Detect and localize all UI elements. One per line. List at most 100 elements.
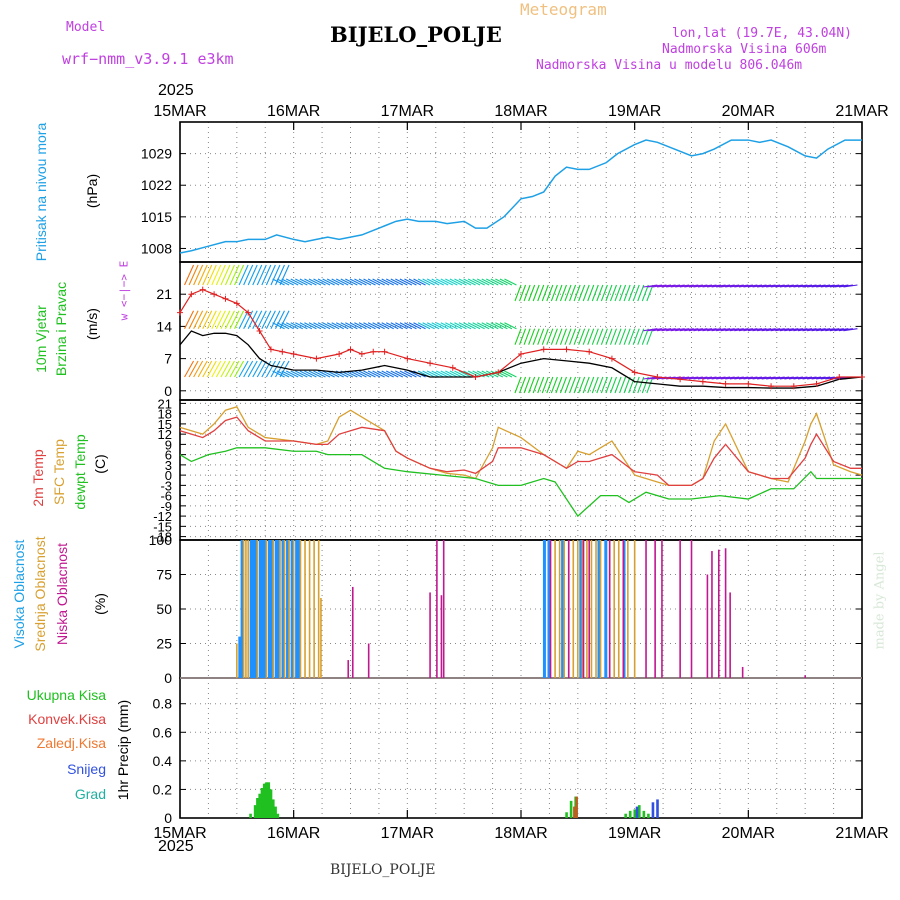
wind-barb bbox=[372, 278, 385, 286]
ytick-label: 0.4 bbox=[153, 753, 173, 769]
wind-barb bbox=[793, 284, 808, 288]
wind-barb bbox=[417, 322, 431, 330]
wind-barb bbox=[313, 370, 326, 378]
cloud-high-bar bbox=[240, 540, 244, 678]
xtick-label-top: 21MAR bbox=[835, 103, 888, 120]
wind-barb bbox=[247, 264, 258, 286]
wind-barb bbox=[308, 278, 322, 286]
wind-barb bbox=[499, 322, 513, 330]
wind-barb bbox=[541, 376, 549, 394]
wind-barb bbox=[532, 376, 540, 394]
ytick-label: 12 bbox=[158, 427, 172, 442]
legend-snow: Snijeg bbox=[67, 761, 106, 777]
wind-barb bbox=[523, 328, 531, 345]
wind-barb bbox=[743, 328, 758, 332]
wind-barb bbox=[514, 284, 522, 302]
wind-barb bbox=[514, 376, 522, 394]
wind-barb bbox=[807, 328, 822, 332]
xtick-label-bottom: 19MAR bbox=[608, 825, 661, 842]
wind-barb bbox=[270, 360, 281, 378]
wind-barb bbox=[802, 284, 817, 288]
wind-barb bbox=[193, 360, 204, 378]
cloud-mid-bar bbox=[313, 540, 315, 678]
wind-barb bbox=[404, 278, 417, 286]
cloud-low-bar bbox=[804, 675, 806, 678]
wind-barb bbox=[793, 376, 808, 380]
cloud-low-bar bbox=[654, 540, 656, 678]
wind-barb bbox=[308, 322, 322, 330]
wind-barb bbox=[802, 376, 817, 380]
wind-barb bbox=[436, 370, 449, 378]
gust-marker bbox=[540, 346, 547, 353]
wind-barb bbox=[390, 278, 404, 286]
wind-barb bbox=[445, 322, 458, 330]
wind-barb bbox=[614, 376, 622, 394]
wind-barb bbox=[523, 376, 531, 394]
wind-barb bbox=[775, 376, 790, 380]
wind-barb bbox=[670, 328, 685, 332]
wind-barb bbox=[197, 310, 208, 329]
wind-barb bbox=[390, 322, 404, 330]
wind-barb bbox=[555, 284, 563, 302]
ytick-label: -15 bbox=[153, 519, 172, 534]
wind-barb bbox=[811, 376, 826, 380]
wind-barb bbox=[281, 278, 294, 286]
wind-barb bbox=[281, 322, 294, 330]
wind-barb bbox=[591, 328, 599, 345]
ytick-label: 0.6 bbox=[153, 724, 173, 740]
cloud-mid-bar bbox=[292, 540, 295, 678]
wind-barb bbox=[600, 376, 608, 394]
wind-barb bbox=[559, 376, 567, 394]
wind-barb bbox=[211, 310, 222, 329]
wind-barb bbox=[322, 370, 335, 378]
wind-barb bbox=[299, 278, 313, 286]
cloud-high-bar bbox=[597, 540, 601, 678]
gust-marker bbox=[518, 351, 524, 357]
temp-2m-line bbox=[179, 416, 862, 487]
wind-barb bbox=[340, 278, 354, 286]
wind-barb bbox=[265, 264, 276, 286]
cloud-low-bar bbox=[741, 666, 744, 678]
wind-barb bbox=[582, 376, 590, 394]
wind-barb bbox=[637, 328, 645, 345]
wind-barb bbox=[725, 284, 740, 288]
cloud-mid-bar bbox=[242, 540, 245, 678]
xtick-label-bottom: 17MAR bbox=[381, 825, 434, 842]
wind-barb bbox=[573, 284, 581, 302]
wind-barb bbox=[632, 284, 640, 302]
legend-total-rain: Ukupna Kisa bbox=[26, 687, 106, 703]
cloud-low-bar bbox=[729, 592, 731, 678]
cloud-low-bar bbox=[608, 540, 611, 678]
wind-barb bbox=[820, 376, 835, 380]
wind-barb bbox=[647, 284, 663, 288]
wind-barb bbox=[528, 328, 536, 345]
ytick-label: 6 bbox=[165, 448, 172, 463]
wind-barb bbox=[697, 376, 713, 380]
wind-barb bbox=[290, 322, 304, 330]
wind-barb bbox=[825, 284, 840, 288]
wind-barb bbox=[275, 360, 285, 378]
gust-marker bbox=[699, 378, 706, 385]
wind-barb bbox=[247, 360, 258, 378]
wind-barb bbox=[770, 284, 785, 288]
gust-marker bbox=[279, 348, 286, 355]
wind-barb bbox=[666, 328, 681, 332]
ytick-label: -12 bbox=[153, 509, 172, 524]
cloud-mid-bar bbox=[586, 540, 588, 678]
gust-marker bbox=[347, 346, 354, 353]
wind-barb bbox=[345, 322, 358, 330]
wind-barb bbox=[623, 284, 631, 302]
wind-barb bbox=[697, 284, 713, 288]
cloud-low-bar bbox=[436, 540, 438, 678]
wind-barb bbox=[224, 360, 235, 378]
wind-barb bbox=[354, 370, 367, 378]
wind-barb bbox=[422, 370, 435, 378]
wind-barb bbox=[766, 328, 781, 332]
wind-barb bbox=[354, 322, 367, 330]
year-label-top: 2025 bbox=[158, 82, 194, 99]
wind-barb bbox=[272, 370, 285, 378]
wind-barb bbox=[720, 328, 735, 332]
precip-total-bar bbox=[638, 805, 641, 818]
cloud-high-bar bbox=[295, 540, 299, 678]
wind-barb bbox=[399, 370, 413, 378]
